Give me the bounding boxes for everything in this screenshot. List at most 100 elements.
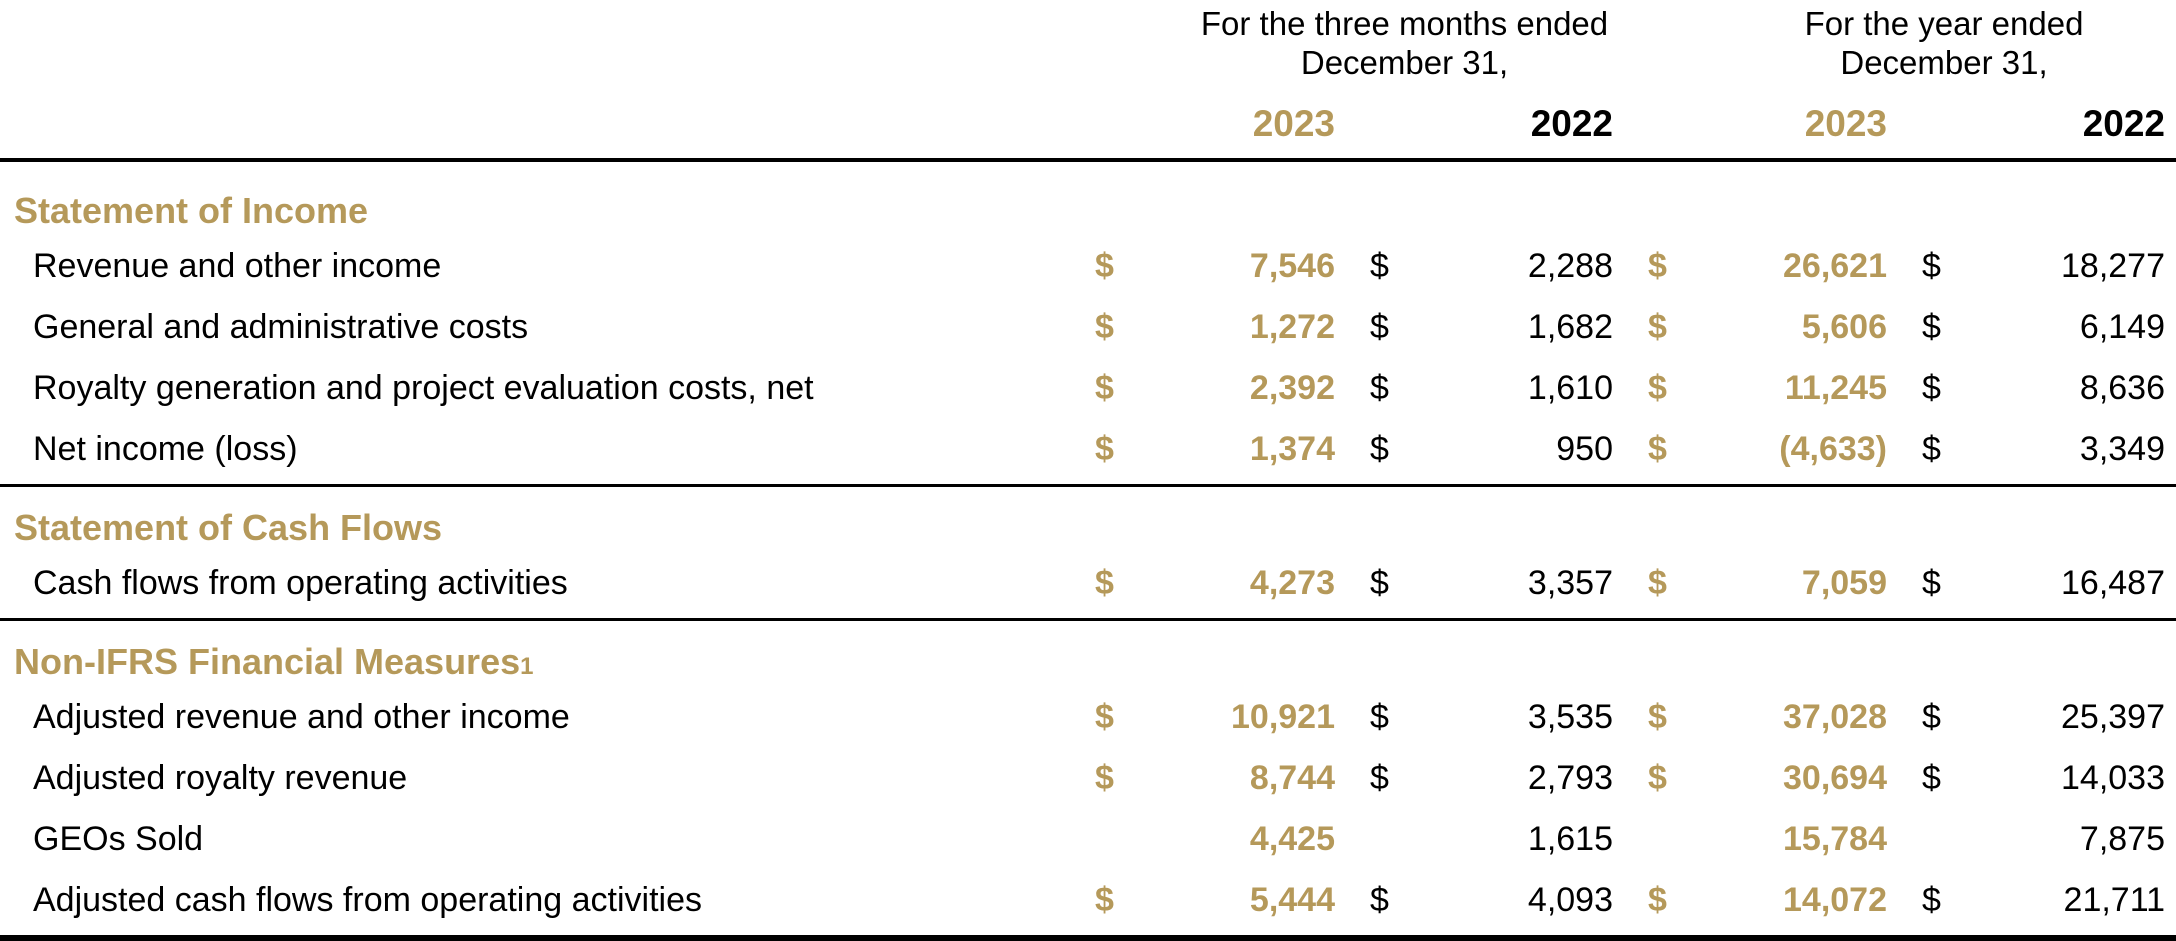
year-header-2023-year: 2023 xyxy=(1804,103,1887,144)
period-header-line1: For the year ended xyxy=(1804,5,2084,42)
period-header-year: For the year ended December 31, xyxy=(1613,4,2165,82)
row-label: Revenue and other income xyxy=(33,247,442,285)
currency-symbol: $ xyxy=(1922,308,1941,346)
currency-symbol: $ xyxy=(1648,698,1667,736)
year-header-row: 2023 2022 2023 2022 xyxy=(0,82,2176,158)
value-cell: 2,793 xyxy=(1527,759,1613,797)
value-cell: 26,621 xyxy=(1783,247,1887,285)
value-cell: 1,374 xyxy=(1249,430,1335,468)
value-cell: 3,349 xyxy=(2079,430,2165,468)
period-header-line2: December 31, xyxy=(1300,44,1509,81)
table-header: For the three months ended December 31, … xyxy=(0,0,2176,162)
currency-symbol: $ xyxy=(1370,247,1389,285)
value-cell: 10,921 xyxy=(1231,698,1335,736)
section-heading: Non-IFRS Financial Measures xyxy=(14,641,521,682)
value-cell: 2,288 xyxy=(1527,247,1613,285)
value-cell: 4,093 xyxy=(1527,881,1613,919)
period-header-three-months: For the three months ended December 31, xyxy=(1060,4,1613,82)
currency-symbol: $ xyxy=(1648,564,1667,602)
year-header-2022-quarter: 2022 xyxy=(1530,103,1613,144)
row-label: GEOs Sold xyxy=(33,820,204,858)
currency-symbol: $ xyxy=(1370,881,1389,919)
section-non-ifrs-financial-measures: Non-IFRS Financial Measures 1 Adjusted rev… xyxy=(0,621,2176,941)
currency-symbol: $ xyxy=(1095,881,1114,919)
value-cell: 14,072 xyxy=(1783,881,1887,919)
table-row: General and administrative costs $1,272 $1… xyxy=(0,297,2176,358)
currency-symbol: $ xyxy=(1370,698,1389,736)
currency-symbol: $ xyxy=(1922,881,1941,919)
currency-symbol: $ xyxy=(1922,698,1941,736)
period-header-line2: December 31, xyxy=(1840,44,2048,81)
currency-symbol: $ xyxy=(1095,247,1114,285)
currency-symbol: $ xyxy=(1648,247,1667,285)
currency-symbol: $ xyxy=(1922,247,1941,285)
value-cell: 18,277 xyxy=(2061,247,2165,285)
value-cell: 14,033 xyxy=(2061,759,2165,797)
currency-symbol: $ xyxy=(1648,881,1667,919)
section-heading: Statement of Income xyxy=(14,190,369,231)
currency-symbol: $ xyxy=(1095,430,1114,468)
period-titles-row: For the three months ended December 31, … xyxy=(0,0,2176,82)
period-header-line1: For the three months ended xyxy=(1200,5,1609,42)
section-statement-of-cash-flows: Statement of Cash Flows Cash flows from o… xyxy=(0,487,2176,621)
value-cell: 4,273 xyxy=(1249,564,1335,602)
table-row: Adjusted revenue and other income $10,921… xyxy=(0,687,2176,748)
section-heading-row: Non-IFRS Financial Measures 1 xyxy=(0,621,2176,687)
value-cell: 8,744 xyxy=(1249,759,1335,797)
value-cell: 7,059 xyxy=(1801,564,1887,602)
section-statement-of-income: Statement of Income Revenue and other inc… xyxy=(0,162,2176,487)
value-cell: 11,245 xyxy=(1784,369,1887,407)
value-cell: 8,636 xyxy=(2079,369,2165,407)
year-header-2023-quarter: 2023 xyxy=(1252,103,1335,144)
table-row: Adjusted cash flows from operating activ… xyxy=(0,870,2176,931)
table-body: Statement of Income Revenue and other inc… xyxy=(0,162,2176,941)
row-label: Adjusted royalty revenue xyxy=(33,759,408,797)
value-cell: 5,444 xyxy=(1249,881,1335,919)
row-label: Net income (loss) xyxy=(33,430,298,468)
currency-symbol: $ xyxy=(1095,564,1114,602)
currency-symbol: $ xyxy=(1922,369,1941,407)
currency-symbol: $ xyxy=(1648,308,1667,346)
value-cell: 2,392 xyxy=(1249,369,1335,407)
currency-symbol: $ xyxy=(1370,308,1389,346)
currency-symbol: $ xyxy=(1095,369,1114,407)
year-header-2022-year: 2022 xyxy=(2082,103,2165,144)
row-label: Adjusted revenue and other income xyxy=(33,698,570,736)
value-cell: 25,397 xyxy=(2061,698,2165,736)
table-row: Adjusted royalty revenue $8,744 $2,793 $30,… xyxy=(0,748,2176,809)
table-row: GEOs Sold 4,425 1,615 15,784 7,875 xyxy=(0,809,2176,870)
currency-symbol: $ xyxy=(1095,698,1114,736)
value-cell: 1,272 xyxy=(1249,308,1335,346)
row-label: Adjusted cash flows from operating activ… xyxy=(33,881,702,919)
footnote-marker: 1 xyxy=(520,653,534,680)
value-cell: 1,682 xyxy=(1527,308,1613,346)
currency-symbol: $ xyxy=(1648,369,1667,407)
currency-symbol: $ xyxy=(1095,308,1114,346)
value-cell: 4,425 xyxy=(1249,820,1335,858)
row-label: Cash flows from operating activities xyxy=(33,564,568,602)
currency-symbol: $ xyxy=(1370,430,1389,468)
currency-symbol: $ xyxy=(1370,564,1389,602)
section-heading: Statement of Cash Flows xyxy=(14,507,443,548)
table-row: Net income (loss) $1,374 $950 $ (4,633) $3,34… xyxy=(0,419,2176,480)
value-cell: 3,357 xyxy=(1527,564,1613,602)
value-cell: 1,615 xyxy=(1527,820,1613,858)
value-cell: 950 xyxy=(1556,430,1613,468)
currency-symbol: $ xyxy=(1922,564,1941,602)
row-label: General and administrative costs xyxy=(33,308,529,346)
value-cell: 16,487 xyxy=(2061,564,2165,602)
value-cell: 7,875 xyxy=(2079,820,2165,858)
currency-symbol: $ xyxy=(1648,759,1667,797)
currency-symbol: $ xyxy=(1922,430,1941,468)
currency-symbol: $ xyxy=(1922,759,1941,797)
section-heading-row: Statement of Income xyxy=(0,162,2176,236)
currency-symbol: $ xyxy=(1370,759,1389,797)
value-cell: 6,149 xyxy=(2079,308,2165,346)
value-cell: 21,711 xyxy=(2063,881,2165,919)
row-label: Royalty generation and project evaluatio… xyxy=(33,369,814,407)
table-row: Cash flows from operating activities $4,2… xyxy=(0,553,2176,614)
currency-symbol: $ xyxy=(1370,369,1389,407)
value-cell: 30,694 xyxy=(1783,759,1887,797)
value-cell: 3,535 xyxy=(1527,698,1613,736)
